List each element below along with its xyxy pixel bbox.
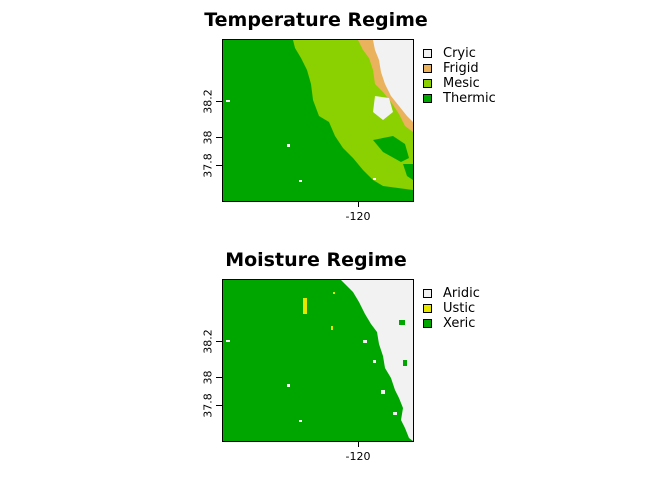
legend-item: Thermic [423,91,496,106]
legend-item: Aridic [423,286,480,301]
legend-swatch [423,94,432,103]
legend-item: Frigid [423,61,496,76]
y-tick-mark [216,341,222,342]
moisture-raster-map [222,279,414,442]
legend-swatch [423,289,432,298]
y-tick-mark [216,165,222,166]
y-tick-mark [216,101,222,102]
map-title: Moisture Regime [225,249,407,271]
temperature-raster-map [222,39,414,202]
legend-swatch [423,49,432,58]
legend-swatch [423,79,432,88]
legend-item: Mesic [423,76,496,91]
legend-label: Ustic [443,301,476,316]
legend-label: Frigid [443,61,479,76]
x-tick-label: -120 [345,210,371,223]
legend-label: Thermic [443,91,496,106]
legend-label: Cryic [443,46,476,61]
x-tick-label: -120 [345,450,371,463]
legend-item: Ustic [423,301,480,316]
map-title: Temperature Regime [204,9,428,31]
legend-item: Cryic [423,46,496,61]
legend-swatch [423,319,432,328]
y-tick-label: 37.8 [201,393,215,418]
legend-item: Xeric [423,316,480,331]
cryic-zone [373,40,413,122]
y-tick-mark [216,377,222,378]
legend-label: Xeric [443,316,476,331]
moisture-regime-panel: Moisture Regime 38.2 38 37.8 -120 [0,240,672,480]
y-tick-label: 38.2 [201,329,215,354]
y-tick-mark [216,137,222,138]
y-tick-mark [216,405,222,406]
x-tick-mark [358,201,359,207]
legend-swatch [423,64,432,73]
legend-label: Aridic [443,286,480,301]
x-tick-mark [358,441,359,447]
y-tick-label: 38.2 [201,89,215,114]
y-tick-label: 37.8 [201,153,215,178]
temperature-regime-panel: Temperature Regime 38.2 38 37.8 -120 [201,9,496,223]
legend-swatch [423,304,432,313]
aridic-zone [341,280,413,441]
legend: Aridic Ustic Xeric [423,286,480,331]
legend: Cryic Frigid Mesic Thermic [423,46,496,106]
legend-label: Mesic [443,76,480,91]
